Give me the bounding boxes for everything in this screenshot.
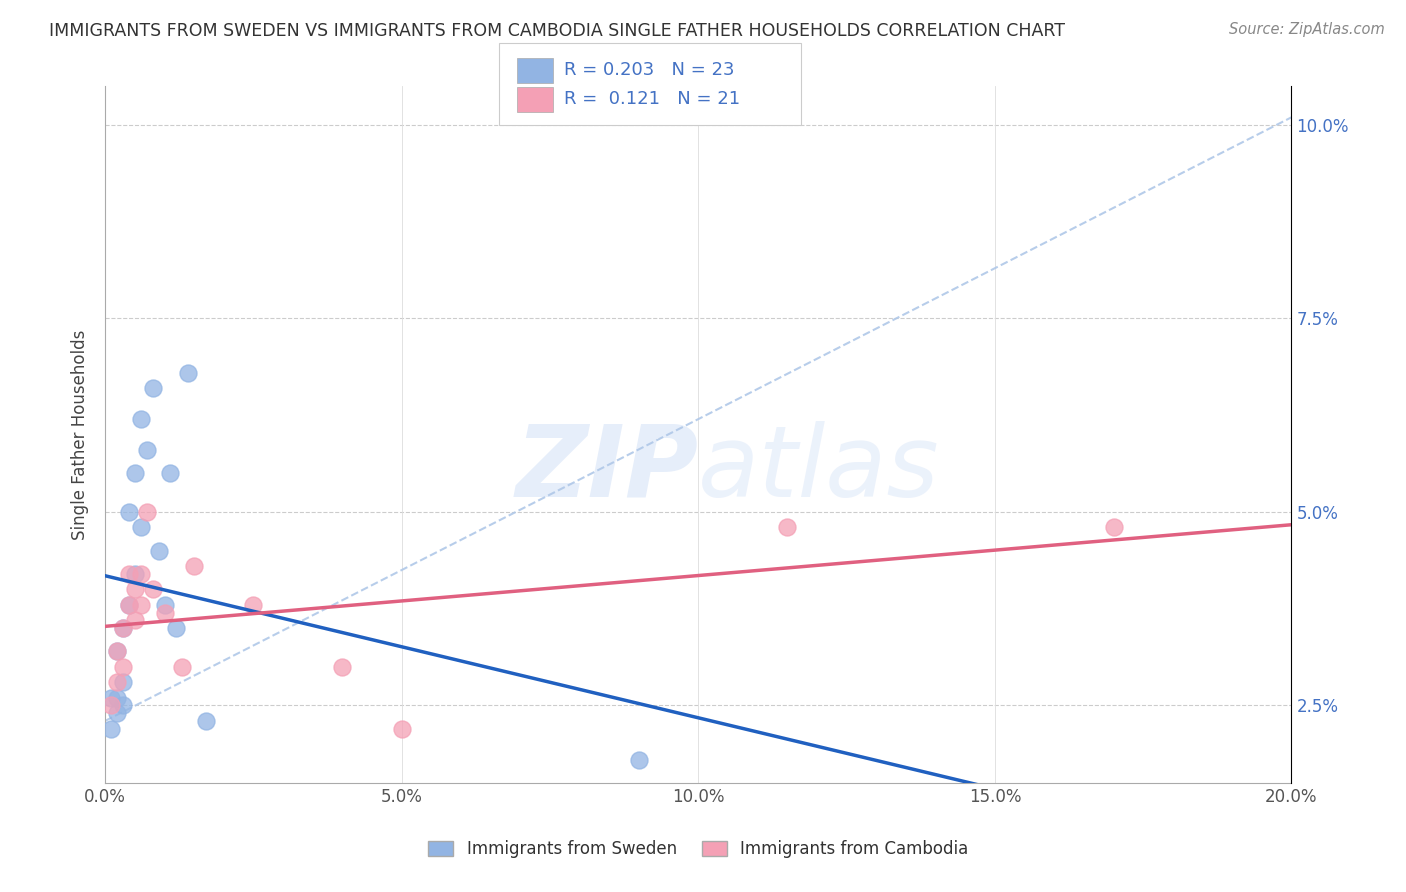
Text: IMMIGRANTS FROM SWEDEN VS IMMIGRANTS FROM CAMBODIA SINGLE FATHER HOUSEHOLDS CORR: IMMIGRANTS FROM SWEDEN VS IMMIGRANTS FRO… [49, 22, 1066, 40]
Point [105, 644, 128, 658]
Point [105, 644, 128, 658]
Point [105, 706, 128, 720]
Point [129, 598, 152, 612]
Point [111, 675, 134, 690]
Point [165, 621, 187, 635]
Point [124, 467, 146, 481]
Point [111, 698, 134, 713]
Point [332, 659, 354, 673]
Point [124, 582, 146, 597]
Text: atlas: atlas [699, 421, 941, 518]
Point [129, 566, 152, 581]
Point [135, 505, 157, 519]
Point [118, 505, 141, 519]
Point [129, 520, 152, 534]
Point [124, 613, 146, 627]
Y-axis label: Single Father Households: Single Father Households [72, 329, 89, 540]
Point [105, 675, 128, 690]
Text: Source: ZipAtlas.com: Source: ZipAtlas.com [1229, 22, 1385, 37]
Point [172, 659, 194, 673]
Point [153, 598, 176, 612]
Point [1102, 520, 1125, 534]
Point [111, 621, 134, 635]
Point [111, 659, 134, 673]
Point [118, 598, 141, 612]
Point [118, 598, 141, 612]
Point [100, 722, 122, 736]
Point [183, 559, 205, 574]
Point [142, 582, 165, 597]
Point [105, 690, 128, 705]
Point [177, 366, 200, 380]
Point [627, 753, 650, 767]
Point [100, 698, 122, 713]
Text: R = 0.203   N = 23: R = 0.203 N = 23 [564, 62, 734, 79]
Point [776, 520, 799, 534]
Point [100, 690, 122, 705]
Text: ZIP: ZIP [516, 421, 699, 518]
Point [124, 566, 146, 581]
Point [159, 467, 181, 481]
Point [148, 543, 170, 558]
Point [242, 598, 264, 612]
Point [118, 566, 141, 581]
Text: R =  0.121   N = 21: R = 0.121 N = 21 [564, 90, 740, 108]
Point [135, 443, 157, 458]
Point [195, 714, 218, 728]
Point [391, 722, 413, 736]
Point [129, 412, 152, 426]
Point [153, 606, 176, 620]
Point [111, 621, 134, 635]
Legend: Immigrants from Sweden, Immigrants from Cambodia: Immigrants from Sweden, Immigrants from … [422, 834, 974, 865]
Point [142, 381, 165, 395]
